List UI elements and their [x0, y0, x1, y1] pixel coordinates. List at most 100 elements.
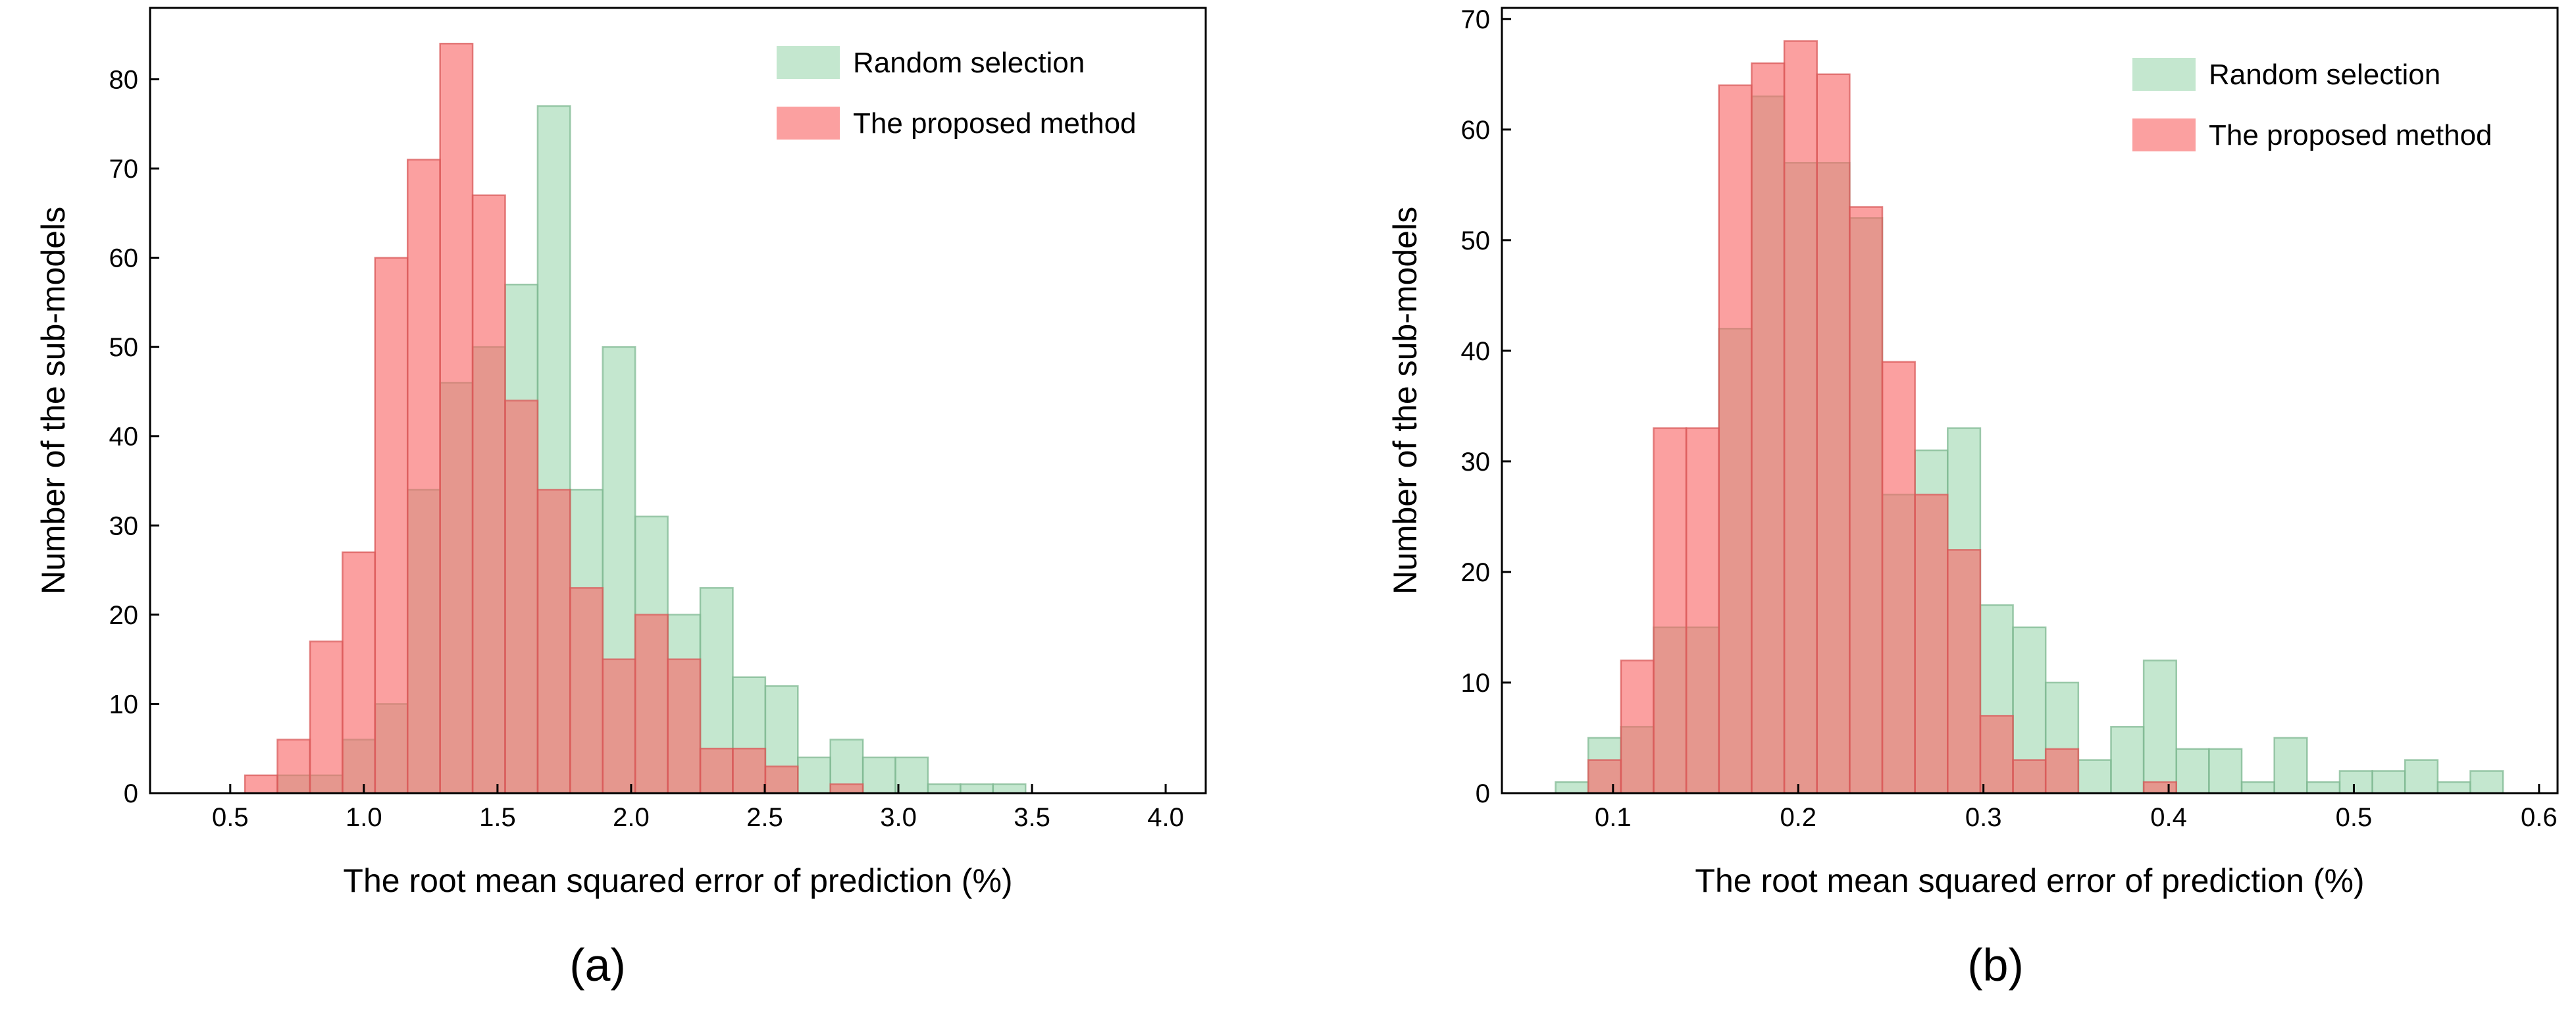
chart-panel-b: 0.1 0.2 0.3 0.4 0.5 0.6 0 10 20 30 40 50 60 70 The ro…: [1387, 5, 2559, 991]
bar-the-proposed-method-a-0: [244, 774, 278, 794]
bar-random-selection-b-16: [2077, 759, 2112, 794]
bar-random-selection-b-21: [2240, 781, 2275, 794]
bar-random-selection-b-20: [2208, 748, 2243, 794]
y-tick-label-b-4: 40: [1461, 337, 1491, 366]
plot-frame-a: [149, 7, 1207, 794]
bar-the-proposed-method-a-7: [471, 194, 506, 794]
bar-the-proposed-method-a-15: [732, 747, 767, 794]
bar-the-proposed-method-b-4: [1685, 427, 1720, 794]
bar-the-proposed-method-a-6: [439, 42, 474, 794]
x-tick-label-b-0: 0.1: [1595, 803, 1632, 832]
y-tick-label-b-5: 50: [1461, 226, 1491, 255]
legend-label-random-a: Random selection: [853, 47, 1085, 79]
bar-the-proposed-method-b-15: [2044, 748, 2080, 794]
x-axis-label-a: The root mean squared error of predictio…: [343, 862, 1012, 899]
y-tick-label-b-6: 60: [1461, 116, 1491, 145]
bar-the-proposed-method-a-4: [374, 257, 409, 794]
bar-random-selection-b-0: [1555, 781, 1589, 794]
bar-the-proposed-method-a-5: [407, 159, 441, 794]
axis-ticks-b: 0.1 0.2 0.3 0.4 0.5 0.6 0 10 20 30 40 50 60 70: [1461, 5, 2558, 832]
y-tick-label-b-2: 20: [1461, 558, 1491, 587]
legend-swatch-random-a: [777, 46, 840, 79]
x-tick-label-b-5: 0.6: [2521, 803, 2558, 832]
y-tick-label-a-3: 30: [109, 511, 139, 540]
histogram-bars-b: [1555, 40, 2504, 794]
y-tick-label-b-0: 0: [1476, 779, 1490, 808]
y-tick-label-a-2: 20: [109, 601, 139, 630]
bar-random-selection-b-25: [2371, 770, 2406, 794]
bar-the-proposed-method-b-1: [1587, 759, 1622, 794]
y-tick-label-b-3: 30: [1461, 448, 1491, 477]
x-tick-label-a-0: 0.5: [212, 803, 249, 832]
y-tick-label-a-4: 40: [109, 423, 139, 452]
bar-the-proposed-method-b-13: [1979, 715, 2014, 794]
y-axis-label-b: Number of the sub-models: [1387, 207, 1424, 594]
legend-label-proposed-b: The proposed method: [2209, 119, 2492, 151]
bar-the-proposed-method-a-13: [667, 658, 702, 794]
legend-a: Random selection The proposed method: [777, 46, 1137, 140]
bar-the-proposed-method-b-8: [1816, 73, 1851, 794]
y-tick-label-a-6: 60: [109, 244, 139, 273]
bar-the-proposed-method-a-11: [602, 658, 636, 794]
bar-random-selection-b-19: [2175, 748, 2210, 794]
plot-frame-b: [1501, 7, 2559, 794]
bar-the-proposed-method-a-10: [569, 586, 604, 794]
bar-the-proposed-method-b-6: [1751, 62, 1786, 794]
bar-random-selection-a-20: [894, 756, 929, 794]
bar-random-selection-b-26: [2404, 759, 2439, 794]
bar-random-selection-a-17: [797, 756, 831, 794]
axis-ticks-a: 0.5 1.0 1.5 2.0 2.5 3.0 3.5 4.0 0 10 20 30 40 50 60 70 8…: [109, 65, 1184, 832]
bar-the-proposed-method-a-16: [764, 766, 799, 794]
bar-random-selection-b-17: [2110, 725, 2145, 794]
x-tick-label-b-4: 0.5: [2336, 803, 2373, 832]
bar-the-proposed-method-b-3: [1653, 427, 1687, 794]
x-tick-label-a-6: 3.5: [1014, 803, 1050, 832]
histogram-bars-a: [244, 42, 1027, 794]
y-tick-label-a-1: 10: [109, 690, 139, 719]
x-tick-label-a-5: 3.0: [880, 803, 917, 832]
chart-panel-a: 0.5 1.0 1.5 2.0 2.5 3.0 3.5 4.0 0 10 20 30 40 50 60 70 8…: [35, 7, 1207, 991]
x-tick-label-a-2: 1.5: [479, 803, 516, 832]
bar-the-proposed-method-b-11: [1914, 494, 1949, 794]
bar-the-proposed-method-b-14: [2012, 759, 2047, 794]
bar-random-selection-a-19: [862, 756, 896, 794]
y-tick-label-b-1: 10: [1461, 669, 1491, 698]
bar-the-proposed-method-b-18: [2142, 781, 2178, 794]
legend-swatch-random-b: [2132, 58, 2196, 91]
x-axis-label-b: The root mean squared error of predictio…: [1695, 862, 2364, 899]
legend-label-proposed-a: The proposed method: [853, 107, 1137, 140]
y-tick-label-b-7: 70: [1461, 5, 1491, 34]
bar-the-proposed-method-b-7: [1783, 40, 1818, 794]
y-axis-label-a: Number of the sub-models: [35, 207, 72, 594]
bar-random-selection-b-23: [2306, 781, 2341, 794]
legend-label-random-b: Random selection: [2209, 59, 2440, 91]
bar-random-selection-a-21: [927, 783, 962, 794]
bar-the-proposed-method-b-9: [1849, 206, 1884, 794]
bar-the-proposed-method-a-1: [276, 739, 311, 794]
legend-swatch-proposed-a: [777, 107, 840, 140]
bar-random-selection-b-22: [2273, 737, 2308, 794]
bar-the-proposed-method-a-9: [536, 488, 571, 794]
bar-random-selection-b-28: [2469, 770, 2504, 794]
bar-the-proposed-method-b-2: [1620, 660, 1655, 794]
bar-the-proposed-method-a-3: [342, 551, 376, 794]
y-tick-label-a-8: 80: [109, 65, 139, 94]
x-tick-label-a-7: 4.0: [1147, 803, 1184, 832]
legend-swatch-proposed-b: [2132, 118, 2196, 151]
bar-random-selection-a-22: [960, 783, 994, 794]
x-tick-label-a-1: 1.0: [346, 803, 382, 832]
bar-the-proposed-method-b-10: [1881, 361, 1916, 794]
panel-label-b: (b): [1967, 939, 2024, 991]
x-tick-label-b-2: 0.3: [1965, 803, 2002, 832]
y-tick-label-a-0: 0: [124, 779, 138, 808]
bar-random-selection-a-23: [992, 783, 1027, 794]
bar-the-proposed-method-a-12: [634, 613, 669, 794]
bar-the-proposed-method-a-18: [829, 783, 864, 794]
y-tick-label-a-7: 70: [109, 155, 139, 184]
panel-label-a: (a): [569, 939, 626, 991]
x-tick-label-a-3: 2.0: [613, 803, 650, 832]
bar-random-selection-b-24: [2338, 770, 2373, 794]
x-tick-label-a-4: 2.5: [746, 803, 783, 832]
bar-the-proposed-method-b-12: [1947, 549, 1982, 794]
